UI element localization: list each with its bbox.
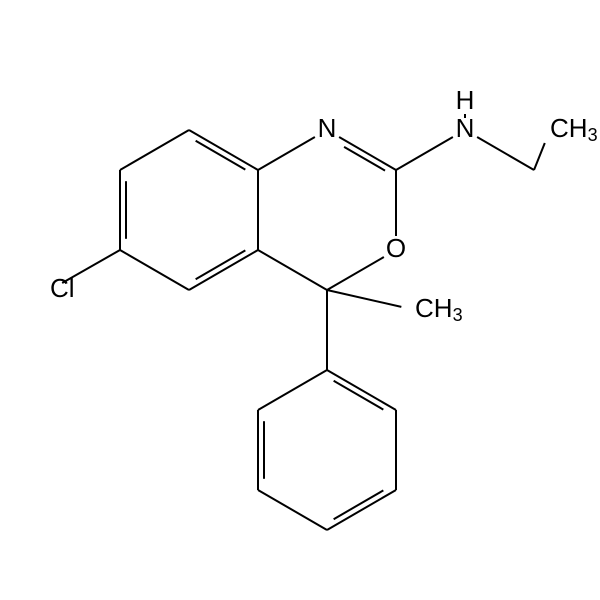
bond	[327, 490, 396, 530]
bond	[344, 147, 385, 171]
bond	[196, 141, 246, 170]
bond	[258, 250, 327, 290]
bond	[396, 137, 453, 170]
bond	[189, 250, 258, 290]
bond	[189, 130, 258, 170]
bond	[196, 250, 246, 279]
atom-label-cl: Cl	[50, 273, 75, 303]
bond	[327, 257, 384, 290]
bond	[534, 143, 545, 170]
atom-label-h: H	[456, 85, 475, 115]
bond	[258, 490, 327, 530]
bond	[334, 381, 384, 410]
bond	[258, 137, 315, 170]
atom-label-ch3: CH3	[415, 293, 463, 325]
molecule-diagram: ClNOCH3NHCH3	[0, 0, 600, 600]
bond	[120, 250, 189, 290]
bond	[339, 137, 396, 170]
bond	[327, 290, 401, 307]
bond	[327, 370, 396, 410]
bond	[258, 370, 327, 410]
bond	[120, 130, 189, 170]
atom-label-c10: CH3	[550, 113, 598, 145]
atom-label-n2: N	[456, 113, 475, 143]
atom-label-o: O	[386, 233, 406, 263]
bond	[334, 490, 384, 519]
bond	[477, 137, 534, 170]
atom-label-n1: N	[318, 113, 337, 143]
